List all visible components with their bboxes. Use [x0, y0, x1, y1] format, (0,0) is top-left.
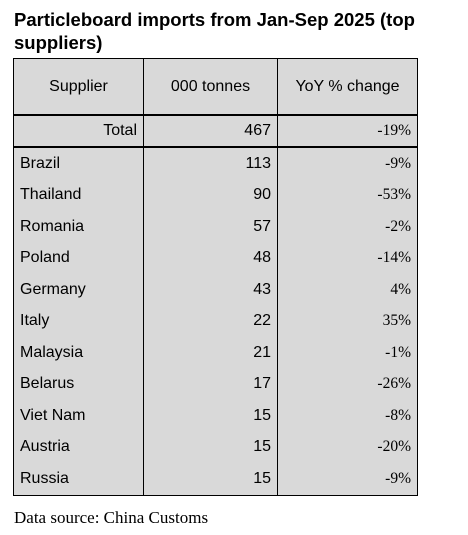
imports-table: Supplier 000 tonnes YoY % change Total 4… — [13, 58, 418, 496]
tonnes-cell: 15 — [143, 400, 278, 432]
tonnes-cell: 17 — [143, 368, 278, 400]
total-yoy: -19% — [277, 115, 418, 148]
tonnes-cell: 90 — [143, 179, 278, 211]
table-row: Germany 43 4% — [13, 274, 418, 306]
table-row: Belarus 17 -26% — [13, 368, 418, 400]
tonnes-cell: 57 — [143, 211, 278, 243]
supplier-cell: Russia — [13, 463, 144, 496]
yoy-cell: -26% — [277, 368, 418, 400]
total-row: Total 467 -19% — [13, 115, 418, 148]
table-row: Poland 48 -14% — [13, 242, 418, 274]
yoy-cell: -9% — [277, 147, 418, 180]
column-header-yoy: YoY % change — [277, 58, 418, 116]
yoy-cell: 4% — [277, 274, 418, 306]
supplier-cell: Brazil — [13, 147, 144, 180]
yoy-cell: -1% — [277, 337, 418, 369]
yoy-cell: 35% — [277, 305, 418, 337]
table-row: Malaysia 21 -1% — [13, 337, 418, 369]
table-row: Viet Nam 15 -8% — [13, 400, 418, 432]
chart-title: Particleboard imports from Jan-Sep 2025 … — [14, 9, 415, 53]
data-source-note: Data source: China Customs — [14, 508, 209, 527]
yoy-cell: -14% — [277, 242, 418, 274]
yoy-cell: -8% — [277, 400, 418, 432]
tonnes-cell: 113 — [143, 147, 278, 180]
tonnes-cell: 22 — [143, 305, 278, 337]
yoy-cell: -20% — [277, 431, 418, 463]
supplier-cell: Romania — [13, 211, 144, 243]
header-row: Supplier 000 tonnes YoY % change — [13, 58, 418, 116]
tonnes-cell: 15 — [143, 463, 278, 496]
supplier-cell: Poland — [13, 242, 144, 274]
table-row: Italy 22 35% — [13, 305, 418, 337]
column-header-tonnes: 000 tonnes — [143, 58, 278, 116]
yoy-cell: -53% — [277, 179, 418, 211]
supplier-cell: Austria — [13, 431, 144, 463]
supplier-cell: Italy — [13, 305, 144, 337]
tonnes-cell: 21 — [143, 337, 278, 369]
tonnes-cell: 48 — [143, 242, 278, 274]
supplier-cell: Germany — [13, 274, 144, 306]
table-row: Thailand 90 -53% — [13, 179, 418, 211]
supplier-cell: Viet Nam — [13, 400, 144, 432]
tonnes-cell: 43 — [143, 274, 278, 306]
tonnes-cell: 15 — [143, 431, 278, 463]
supplier-cell: Thailand — [13, 179, 144, 211]
total-label: Total — [13, 115, 144, 148]
table-row: Brazil 113 -9% — [13, 147, 418, 180]
yoy-cell: -9% — [277, 463, 418, 496]
table-row: Austria 15 -20% — [13, 431, 418, 463]
supplier-cell: Belarus — [13, 368, 144, 400]
table-row: Romania 57 -2% — [13, 211, 418, 243]
table-row: Russia 15 -9% — [13, 463, 418, 496]
total-tonnes: 467 — [143, 115, 278, 148]
supplier-cell: Malaysia — [13, 337, 144, 369]
column-header-supplier: Supplier — [13, 58, 144, 116]
yoy-cell: -2% — [277, 211, 418, 243]
